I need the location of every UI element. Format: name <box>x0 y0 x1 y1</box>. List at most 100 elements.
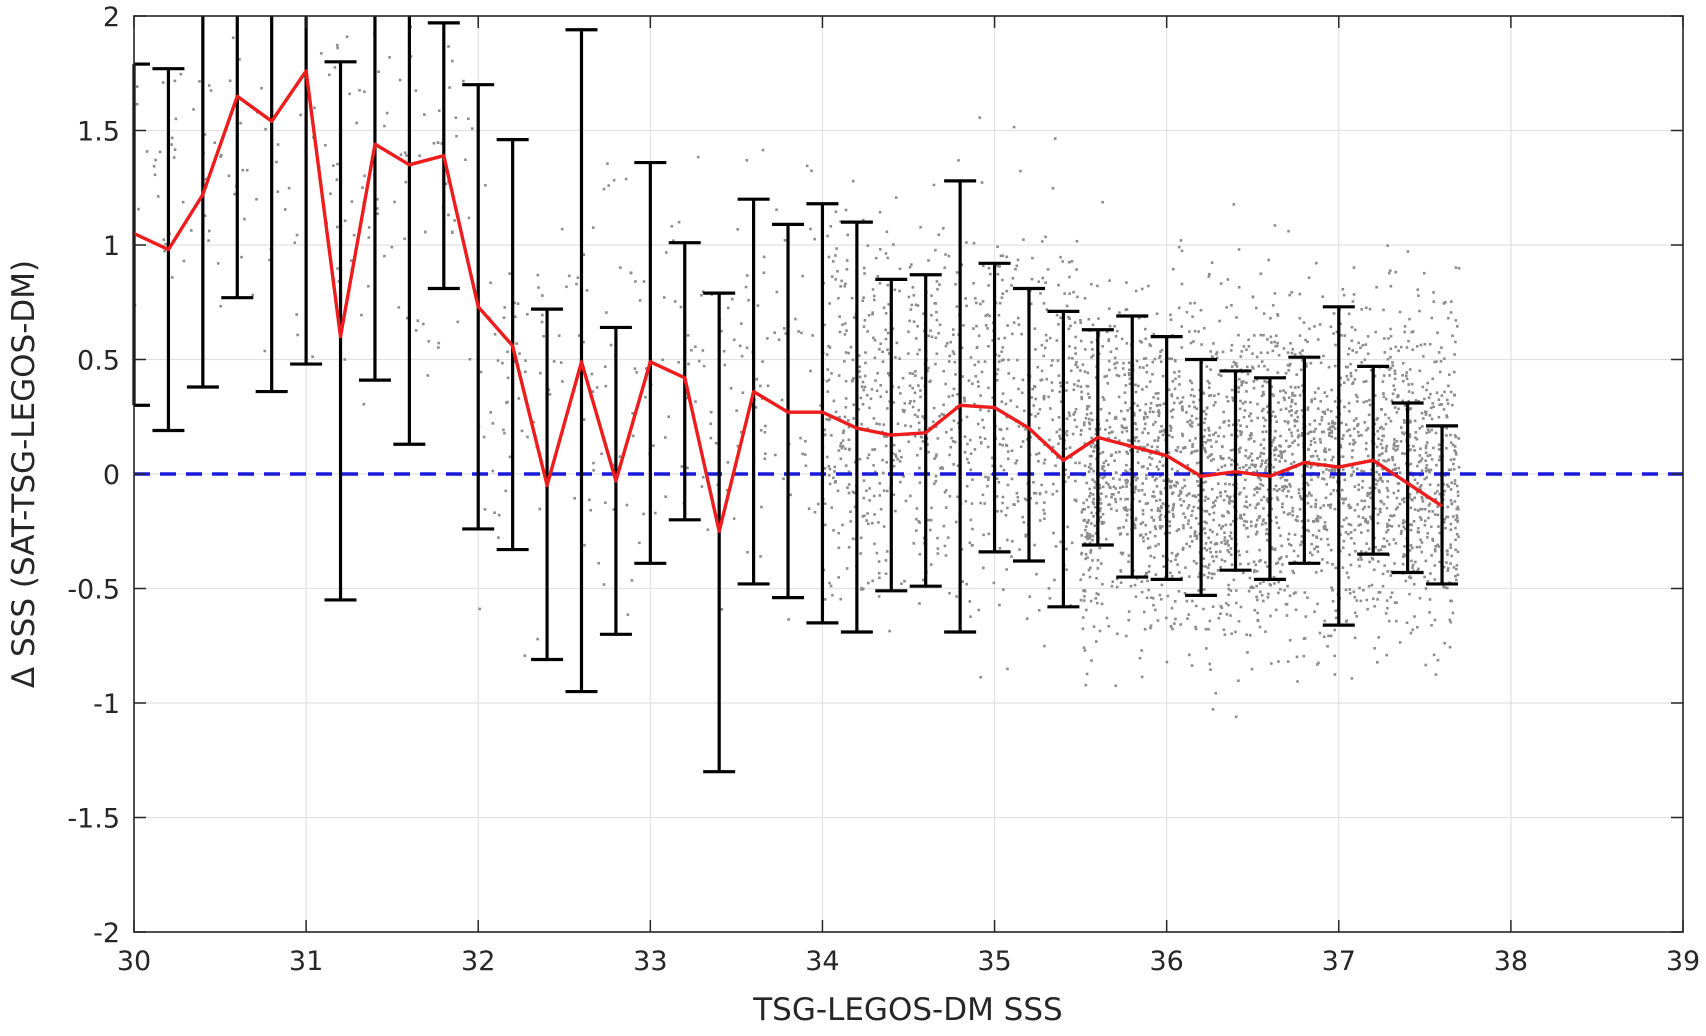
scatter-point <box>1392 538 1396 541</box>
scatter-point <box>1127 371 1131 375</box>
scatter-point <box>1090 436 1093 440</box>
scatter-point <box>1156 439 1160 442</box>
scatter-point <box>1118 533 1122 536</box>
scatter-point <box>1260 409 1264 413</box>
scatter-point <box>1019 169 1022 173</box>
scatter-point <box>1138 408 1142 412</box>
scatter-point <box>1074 352 1078 355</box>
y-tick-label: -2 <box>93 918 120 949</box>
scatter-point <box>1097 317 1100 320</box>
scatter-point <box>997 313 1001 317</box>
scatter-point <box>1393 369 1397 373</box>
scatter-point <box>998 301 1002 305</box>
scatter-point <box>1037 452 1041 455</box>
scatter-point <box>1234 715 1238 719</box>
scatter-point <box>1239 433 1243 436</box>
scatter-point <box>1320 418 1324 422</box>
scatter-point <box>1284 459 1287 463</box>
scatter-point <box>1177 306 1181 310</box>
scatter-point <box>1314 505 1317 509</box>
scatter-point <box>1323 458 1327 462</box>
scatter-point <box>1241 402 1245 405</box>
scatter-point <box>1408 493 1412 496</box>
scatter-point <box>1160 583 1164 587</box>
scatter-point <box>1325 468 1328 471</box>
scatter-point <box>971 527 974 531</box>
scatter-point <box>1438 455 1442 458</box>
scatter-point <box>1166 594 1170 598</box>
scatter-point <box>1393 601 1397 604</box>
scatter-point <box>1154 573 1158 576</box>
scatter-point <box>1369 496 1373 500</box>
scatter-point <box>1012 376 1016 380</box>
scatter-point <box>1363 499 1367 503</box>
scatter-point <box>1009 399 1013 402</box>
scatter-point <box>1159 350 1162 354</box>
scatter-point <box>1185 411 1188 414</box>
scatter-point <box>1326 408 1330 411</box>
scatter-point <box>1221 457 1225 461</box>
scatter-point <box>1252 493 1256 497</box>
scatter-point <box>190 229 193 232</box>
scatter-point <box>1138 656 1142 660</box>
scatter-point <box>1014 461 1017 465</box>
scatter-point <box>1424 446 1428 450</box>
scatter-point <box>1408 435 1412 439</box>
scatter-point <box>335 43 339 47</box>
scatter-point <box>1230 537 1233 541</box>
scatter-point <box>1261 519 1265 523</box>
scatter-point <box>1310 553 1314 557</box>
scatter-point <box>1101 344 1104 348</box>
scatter-point <box>1000 359 1004 362</box>
y-tick-label: -1.5 <box>67 804 120 835</box>
scatter-point <box>1279 408 1283 412</box>
scatter-point <box>813 510 817 514</box>
scatter-point <box>565 285 568 289</box>
scatter-point <box>491 422 495 425</box>
scatter-point <box>1354 549 1357 553</box>
scatter-point <box>1402 525 1405 529</box>
scatter-point <box>1187 504 1191 507</box>
scatter-point <box>1256 619 1260 623</box>
scatter-point <box>1333 400 1337 403</box>
scatter-point <box>826 368 830 371</box>
scatter-point <box>1426 381 1429 385</box>
scatter-point <box>1161 554 1165 558</box>
scatter-point <box>1366 607 1369 611</box>
scatter-point <box>1213 542 1217 546</box>
scatter-point <box>1300 409 1304 412</box>
scatter-point <box>1456 325 1459 328</box>
scatter-point <box>1335 415 1339 419</box>
scatter-point <box>1172 401 1176 405</box>
scatter-point <box>1122 525 1125 529</box>
scatter-point <box>1405 377 1409 381</box>
scatter-point <box>1203 509 1206 513</box>
scatter-point <box>1150 457 1154 461</box>
scatter-point <box>1344 423 1348 426</box>
scatter-point <box>1151 410 1155 414</box>
x-tick-label: 33 <box>633 946 667 977</box>
scatter-point <box>1010 284 1013 287</box>
scatter-point <box>1283 449 1287 453</box>
scatter-point <box>1390 514 1394 518</box>
scatter-point <box>1330 435 1334 438</box>
scatter-point <box>1262 312 1266 315</box>
scatter-point <box>1288 444 1292 448</box>
scatter-point <box>1416 288 1420 291</box>
scatter-point <box>1004 513 1008 517</box>
scatter-point <box>1351 381 1355 384</box>
scatter-point <box>1063 292 1066 295</box>
scatter-point <box>1220 514 1224 517</box>
scatter-point <box>1361 507 1365 511</box>
scatter-point <box>240 255 243 259</box>
scatter-point <box>1296 435 1300 439</box>
scatter-point <box>1209 350 1213 353</box>
scatter-point <box>1420 425 1424 428</box>
scatter-point <box>1322 635 1326 639</box>
scatter-point <box>1361 343 1365 347</box>
scatter-point <box>1415 437 1419 441</box>
scatter-point <box>1208 512 1211 516</box>
scatter-point <box>1393 562 1396 565</box>
scatter-point <box>952 352 956 356</box>
scatter-point <box>964 297 968 300</box>
